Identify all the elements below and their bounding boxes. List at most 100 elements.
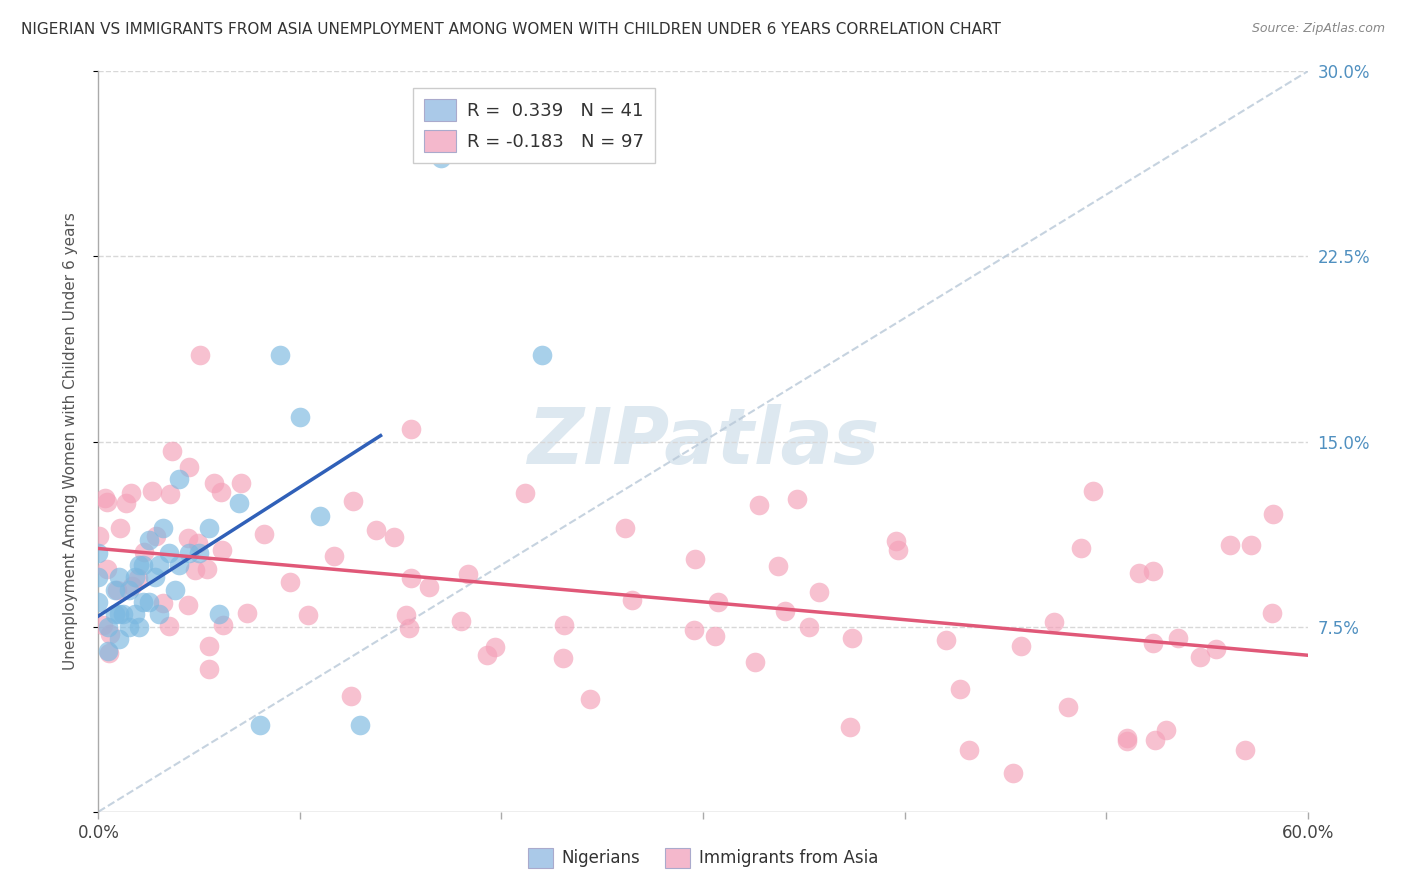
Point (1156, 723, 1178, 737)
Legend: Nigerians, Immigrants from Asia: Nigerians, Immigrants from Asia (522, 841, 884, 875)
Point (134, 545, 156, 559)
Point (418, 580, 440, 594)
Point (322, 549, 344, 564)
Legend: R =  0.339   N = 41, R = -0.183   N = 97: R = 0.339 N = 41, R = -0.183 N = 97 (413, 87, 655, 162)
Point (1010, 639, 1032, 653)
Point (212, 618, 235, 632)
Point (208, 607, 231, 622)
Point (121, 579, 143, 593)
Point (118, 619, 141, 633)
Point (553, 618, 575, 632)
Point (457, 566, 479, 581)
Point (450, 614, 472, 628)
Text: NIGERIAN VS IMMIGRANTS FROM ASIA UNEMPLOYMENT AMONG WOMEN WITH CHILDREN UNDER 6 : NIGERIAN VS IMMIGRANTS FROM ASIA UNEMPLO… (21, 22, 1001, 37)
Point (188, 546, 211, 560)
Point (202, 475, 225, 490)
Text: ZIPatlas: ZIPatlas (527, 403, 879, 480)
Point (1188, 649, 1211, 664)
Point (1261, 606, 1284, 620)
Point (187, 535, 209, 549)
Point (775, 604, 797, 618)
Point (515, 486, 537, 500)
Point (98, 627, 121, 641)
Point (209, 485, 232, 500)
Point (249, 718, 271, 732)
Point (748, 498, 770, 512)
Point (87, 570, 110, 584)
Point (1167, 631, 1189, 645)
Point (614, 521, 637, 535)
Point (211, 543, 233, 558)
Point (278, 574, 301, 589)
Point (177, 531, 200, 545)
Point (198, 521, 221, 535)
Point (128, 558, 150, 572)
Point (111, 607, 134, 622)
Point (703, 629, 725, 643)
Point (1261, 507, 1284, 521)
Point (340, 689, 363, 703)
Point (551, 651, 574, 665)
Point (841, 631, 863, 645)
Point (107, 607, 129, 622)
Point (103, 607, 125, 622)
Point (1042, 615, 1064, 629)
Point (887, 543, 910, 558)
Point (143, 570, 166, 584)
Point (127, 571, 149, 585)
Point (395, 608, 418, 623)
Point (198, 662, 221, 676)
Point (1142, 564, 1164, 578)
Point (807, 584, 830, 599)
Point (97, 619, 120, 633)
Point (707, 595, 730, 609)
Point (1002, 765, 1025, 780)
Point (124, 607, 146, 622)
Point (685, 552, 707, 566)
Point (1116, 731, 1139, 745)
Point (1144, 733, 1167, 747)
Point (579, 692, 602, 706)
Point (228, 496, 250, 510)
Point (949, 682, 972, 697)
Point (957, 743, 980, 757)
Point (114, 496, 136, 510)
Point (398, 621, 420, 635)
Point (1240, 538, 1263, 552)
Point (1070, 541, 1092, 555)
Point (87, 529, 110, 543)
Point (195, 562, 218, 576)
Point (148, 607, 170, 622)
Point (96, 495, 118, 509)
Point (167, 471, 190, 485)
Point (159, 487, 181, 501)
Point (269, 348, 291, 362)
Point (157, 619, 180, 633)
Point (107, 570, 129, 584)
Point (236, 606, 259, 620)
Point (97, 644, 120, 658)
Point (197, 639, 219, 653)
Point (229, 475, 252, 490)
Point (96, 562, 118, 576)
Point (94, 491, 117, 505)
Point (152, 596, 174, 610)
Point (148, 558, 170, 572)
Point (179, 546, 201, 560)
Point (1142, 636, 1164, 650)
Point (1219, 538, 1241, 552)
Point (163, 582, 186, 597)
Point (138, 595, 160, 609)
Point (475, 648, 498, 662)
Point (188, 348, 211, 362)
Point (1205, 642, 1227, 657)
Point (786, 491, 808, 506)
Point (108, 521, 131, 535)
Point (621, 593, 644, 607)
Point (935, 633, 957, 648)
Point (145, 529, 167, 543)
Text: Source: ZipAtlas.com: Source: ZipAtlas.com (1251, 22, 1385, 36)
Point (744, 655, 766, 669)
Point (103, 582, 125, 597)
Point (839, 720, 862, 734)
